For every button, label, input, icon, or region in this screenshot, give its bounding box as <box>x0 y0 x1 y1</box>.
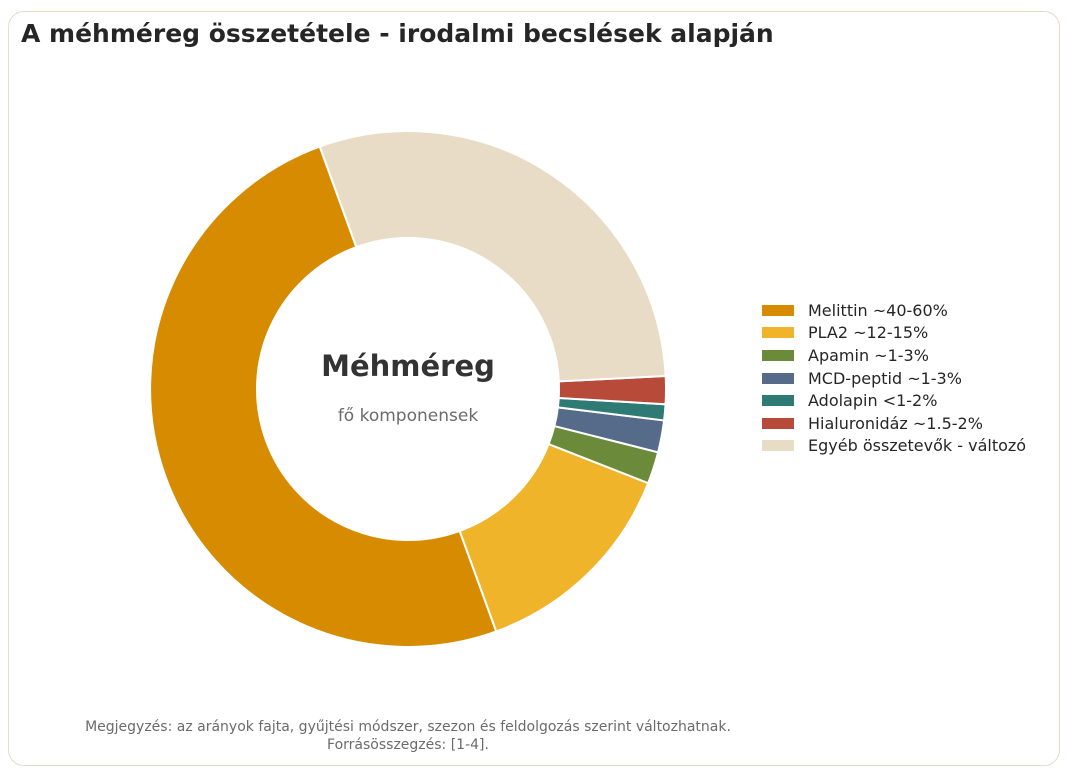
legend-item-5: Hialuronidáz ~1.5-2% <box>762 412 1026 435</box>
footnote-note: Megjegyzés: az arányok fajta, gyűjtési m… <box>85 719 731 735</box>
legend-swatch <box>762 372 794 384</box>
donut-slice-6 <box>318 130 667 383</box>
legend-item-6: Egyéb összetevők - változó <box>762 435 1026 458</box>
legend-item-3: MCD-peptid ~1-3% <box>762 367 1026 390</box>
footnote: Megjegyzés: az arányok fajta, gyűjtési m… <box>8 718 808 754</box>
legend-swatch <box>762 417 794 429</box>
legend-label: Melittin ~40-60% <box>808 300 948 320</box>
legend-item-1: PLA2 ~12-15% <box>762 322 1026 345</box>
legend-item-2: Apamin ~1-3% <box>762 344 1026 367</box>
legend-label: Adolapin <1-2% <box>808 391 938 411</box>
footnote-source: Forrásösszegzés: [1-4]. <box>327 737 489 753</box>
donut-center-subtitle: fő komponensek <box>337 406 479 426</box>
legend-item-0: Melittin ~40-60% <box>762 299 1026 322</box>
legend-label: MCD-peptid ~1-3% <box>808 368 962 388</box>
legend-swatch <box>762 440 794 452</box>
chart-legend: Melittin ~40-60% PLA2 ~12-15% Apamin ~1-3%… <box>762 299 1026 457</box>
legend-swatch <box>762 327 794 339</box>
legend-swatch <box>762 349 794 361</box>
chart-title: A méhméreg összetétele - irodalmi becslé… <box>21 19 774 48</box>
legend-item-4: Adolapin <1-2% <box>762 389 1026 412</box>
legend-swatch <box>762 395 794 407</box>
legend-label: PLA2 ~12-15% <box>808 323 929 343</box>
legend-swatch <box>762 304 794 316</box>
legend-label: Egyéb összetevők - változó <box>808 436 1027 456</box>
legend-label: Apamin ~1-3% <box>808 345 929 365</box>
donut-slice-0 <box>149 145 498 648</box>
donut-center-title: Méhméreg <box>321 349 495 383</box>
legend-label: Hialuronidáz ~1.5-2% <box>808 413 983 433</box>
